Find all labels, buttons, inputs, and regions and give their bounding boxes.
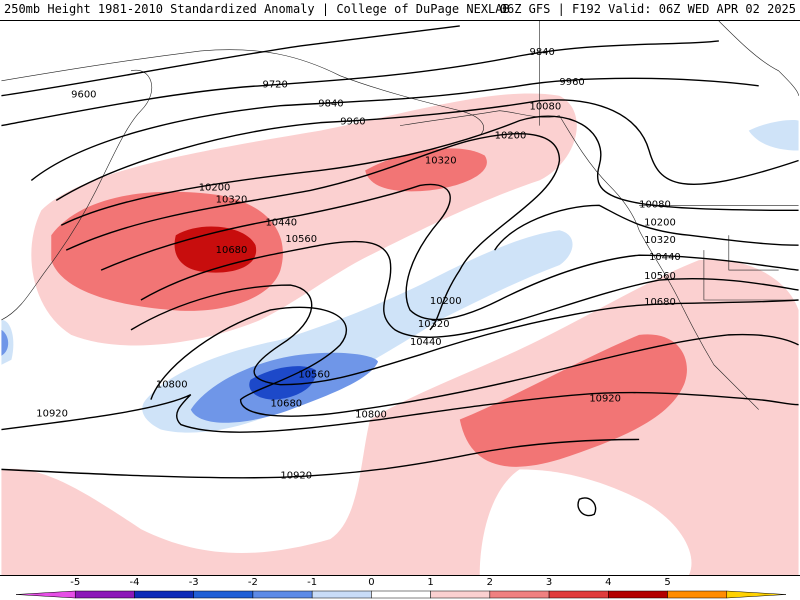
contour-label: 10320	[418, 319, 450, 330]
contour-label: 10200	[495, 131, 527, 142]
colorbar-tick-label: -3	[189, 577, 199, 588]
colorbar-swatch	[608, 590, 668, 599]
contour-label: 10440	[649, 252, 681, 263]
model-run-label: 06Z GFS | F192 Valid: 06Z WED APR 02 202…	[499, 2, 796, 16]
contour-label: 10680	[216, 245, 248, 256]
contour-label: 10920	[589, 394, 621, 405]
colorbar-swatch	[134, 590, 194, 599]
contour-label: 10560	[644, 271, 676, 282]
colorbar-tick-label: -1	[307, 577, 317, 588]
colorbar: -5 -4 -3 -2 -1 0 1 2 3 4 5	[15, 577, 787, 599]
colorbar-ticks: -5 -4 -3 -2 -1 0 1 2 3 4 5	[70, 577, 670, 588]
contour-label: 9840	[530, 47, 555, 58]
contour-label: 9960	[340, 117, 365, 128]
colorbar-tick-label: 5	[664, 577, 670, 588]
contour-label: 10440	[410, 337, 442, 348]
contour-label: 10200	[644, 217, 676, 228]
contour-label: 10200	[430, 296, 462, 307]
colorbar-tick-label: 4	[605, 577, 611, 588]
colorbar-swatch	[548, 590, 609, 599]
contour-label: 10320	[644, 235, 676, 246]
contour-label: 10560	[298, 370, 330, 381]
colorbar-swatch	[74, 590, 135, 599]
coastlines	[1, 21, 799, 410]
colorbar-swatch	[430, 590, 491, 599]
map-title: 250mb Height 1981-2010 Standardized Anom…	[4, 2, 510, 16]
contour-label: 10680	[270, 399, 302, 410]
colorbar-tick-label: -4	[129, 577, 139, 588]
colorbar-tick-label: 1	[427, 577, 433, 588]
colorbar-swatch	[667, 590, 728, 599]
contour-label: 10320	[425, 155, 457, 166]
contour-label: 10920	[36, 409, 68, 420]
colorbar-tick-label: 3	[546, 577, 552, 588]
contour-label: 10920	[280, 470, 312, 481]
contour-label: 10080	[530, 102, 562, 113]
contour-label: 9600	[71, 90, 96, 101]
negative-anomaly-shading	[1, 119, 799, 433]
contour-label: 9840	[318, 99, 343, 110]
contour-label: 10680	[644, 297, 676, 308]
contour-label: 9720	[262, 80, 287, 91]
colorbar-swatch	[15, 590, 76, 599]
contour-label: 10080	[639, 199, 671, 210]
height-contours	[1, 25, 799, 517]
contour-label: 10560	[285, 234, 317, 245]
colorbar-tick-label: 2	[487, 577, 493, 588]
colorbar-swatch	[726, 590, 787, 599]
colorbar-tick-label: -2	[248, 577, 258, 588]
contour-label: 10440	[265, 217, 297, 228]
colorbar-tick-label: 0	[368, 577, 374, 588]
colorbar-swatches	[15, 590, 787, 599]
colorbar-swatch	[371, 590, 431, 599]
colorbar-tick-label: -5	[70, 577, 80, 588]
contour-labels: 9600 9720 9840 9840 9960 9960 10080 1008…	[36, 47, 680, 481]
colorbar-swatch	[489, 590, 550, 599]
contour-label: 10800	[156, 380, 188, 391]
contour-label: 10320	[216, 194, 248, 205]
colorbar-swatch	[193, 590, 254, 599]
contour-label: 10200	[199, 182, 231, 193]
colorbar-swatch	[311, 590, 372, 599]
contour-label: 10800	[355, 410, 387, 421]
contour-label: 9960	[559, 77, 584, 88]
anomaly-map: 9600 9720 9840 9840 9960 9960 10080 1008…	[0, 20, 800, 576]
colorbar-swatch	[252, 590, 313, 599]
